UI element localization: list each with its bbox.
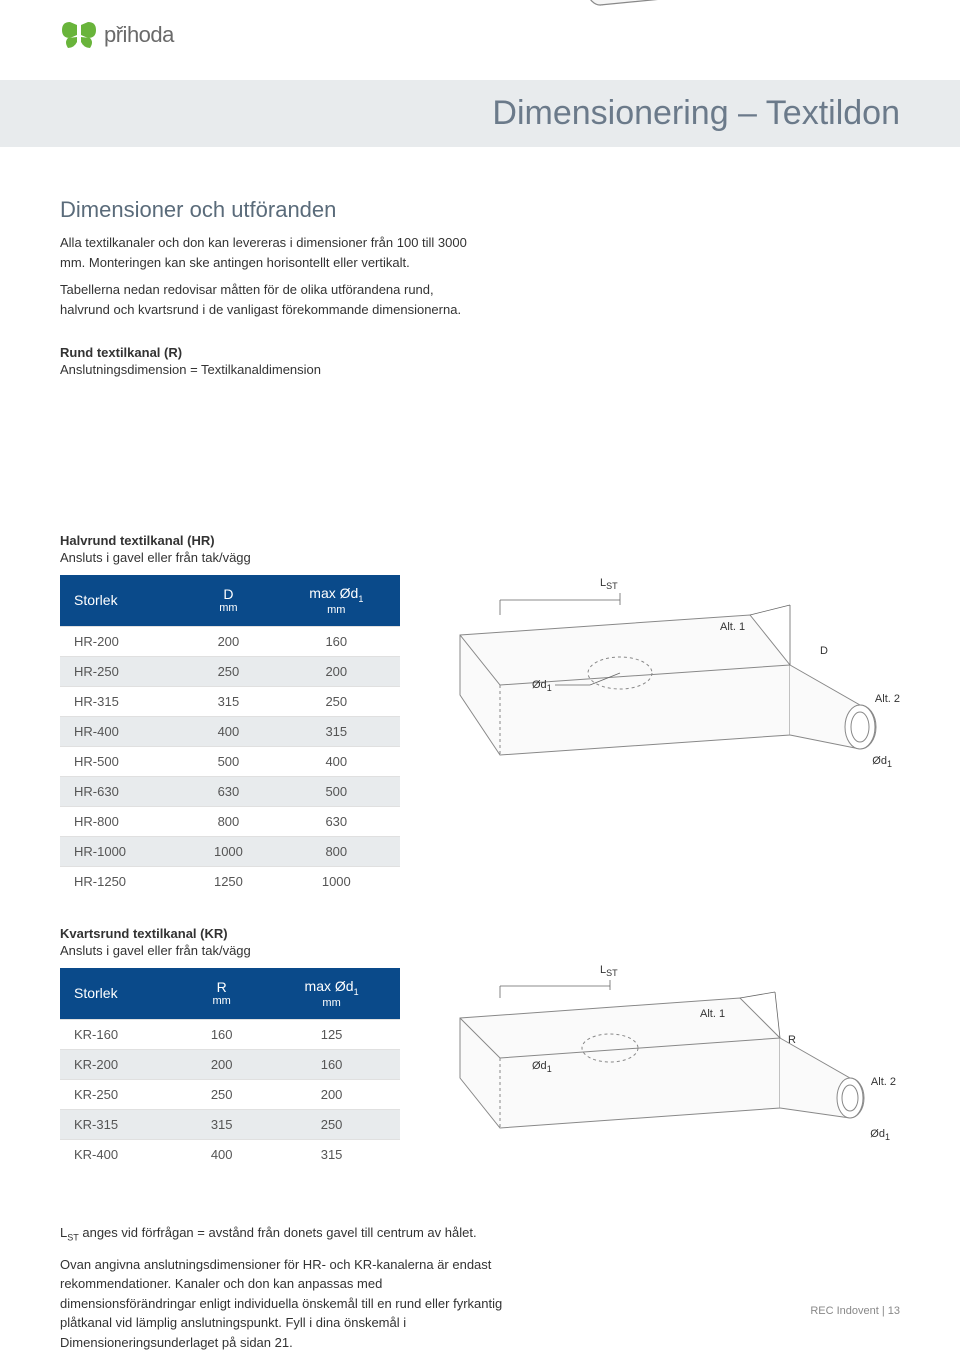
table-row: KR-250250200 <box>60 1079 400 1109</box>
footnote-1: LST anges vid förfrågan = avstånd från d… <box>60 1223 510 1245</box>
hr-table: Storlek Dmm max Ød1mm HR-200200160HR-250… <box>60 575 400 896</box>
kr-table: Storlek Rmm max Ød1mm KR-160160125KR-200… <box>60 968 400 1169</box>
label-od1: Ød1 <box>532 679 552 693</box>
intro-paragraph-1: Alla textilkanaler och don kan levereras… <box>60 233 480 272</box>
kr-col-r: Rmm <box>180 968 263 1019</box>
page-title-banner: Dimensionering – Textildon <box>0 80 960 147</box>
label-r: R <box>788 1034 796 1046</box>
label-lst-kr: LST <box>600 964 618 978</box>
label-od1-kr-b: Ød1 <box>870 1128 890 1142</box>
hr-diagram: LST Alt. 1 D Ød1 Alt. 2 Ød1 <box>440 575 900 820</box>
footnote-2: Ovan angivna anslutningsdimensioner för … <box>60 1255 510 1352</box>
label-alt1: Alt. 1 <box>720 621 745 633</box>
table-row: KR-200200160 <box>60 1049 400 1079</box>
page-footer: REC Indovent | 13 <box>810 1305 900 1317</box>
hr-col-od: max Ød1mm <box>273 575 400 626</box>
intro-paragraph-2: Tabellerna nedan redovisar måtten för de… <box>60 280 480 319</box>
hr-section: Storlek Dmm max Ød1mm HR-200200160HR-250… <box>60 575 900 896</box>
kr-subtitle: Ansluts i gavel eller från tak/vägg <box>60 943 900 958</box>
hr-col-d: Dmm <box>184 575 272 626</box>
round-duct-diagram <box>540 0 960 50</box>
label-od1-b: Ød1 <box>872 755 892 769</box>
hr-col-size: Storlek <box>60 575 184 626</box>
table-row: KR-400400315 <box>60 1139 400 1169</box>
hr-subtitle: Ansluts i gavel eller från tak/vägg <box>60 550 900 565</box>
kr-diagram: LST Alt. 1 R Ød1 Alt. 2 Ød1 <box>440 968 900 1193</box>
table-row: HR-800800630 <box>60 806 400 836</box>
kr-section: Storlek Rmm max Ød1mm KR-160160125KR-200… <box>60 968 900 1193</box>
label-alt2: Alt. 2 <box>875 693 900 705</box>
footnotes: LST anges vid förfrågan = avstånd från d… <box>60 1223 510 1352</box>
butterfly-icon <box>60 20 98 50</box>
table-row: HR-125012501000 <box>60 866 400 896</box>
round-subtitle: Anslutningsdimension = Textilkanaldimens… <box>60 362 900 377</box>
label-alt1-kr: Alt. 1 <box>700 1008 725 1020</box>
table-row: HR-400400315 <box>60 716 400 746</box>
table-row: KR-160160125 <box>60 1019 400 1049</box>
round-title: Rund textilkanal (R) <box>60 345 900 360</box>
table-row: HR-315315250 <box>60 686 400 716</box>
kr-col-od: max Ød1mm <box>263 968 400 1019</box>
kr-col-size: Storlek <box>60 968 180 1019</box>
label-lst: LST <box>600 577 618 591</box>
brand-logo: přihoda <box>60 20 174 50</box>
label-alt2-kr: Alt. 2 <box>871 1076 896 1088</box>
hr-title: Halvrund textilkanal (HR) <box>60 533 900 548</box>
label-od1-kr: Ød1 <box>532 1060 552 1074</box>
table-row: HR-10001000800 <box>60 836 400 866</box>
table-row: HR-200200160 <box>60 626 400 656</box>
label-d: D <box>820 645 828 657</box>
table-row: HR-630630500 <box>60 776 400 806</box>
table-row: KR-315315250 <box>60 1109 400 1139</box>
kr-title: Kvartsrund textilkanal (KR) <box>60 926 900 941</box>
brand-name: přihoda <box>104 22 174 48</box>
table-row: HR-250250200 <box>60 656 400 686</box>
table-row: HR-500500400 <box>60 746 400 776</box>
section-heading: Dimensioner och utföranden <box>60 197 900 223</box>
